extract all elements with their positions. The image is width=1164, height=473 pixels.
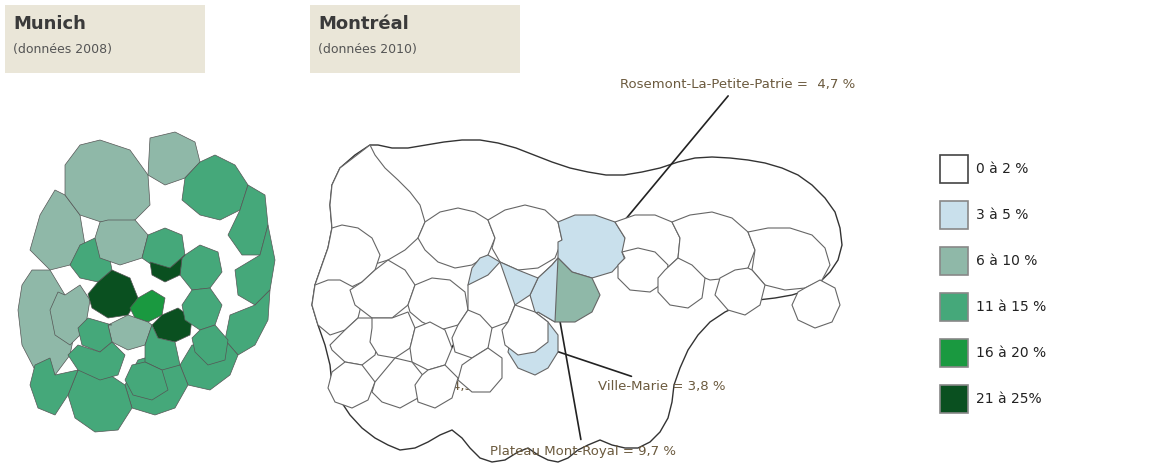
Polygon shape: [792, 280, 840, 328]
Polygon shape: [95, 220, 148, 265]
Polygon shape: [228, 185, 268, 255]
Polygon shape: [17, 270, 74, 375]
Polygon shape: [618, 248, 668, 292]
Text: Plateau Mont-Royal = 9,7 %: Plateau Mont-Royal = 9,7 %: [490, 313, 676, 458]
Polygon shape: [182, 155, 248, 220]
Polygon shape: [672, 212, 755, 280]
Text: Munich: Munich: [13, 15, 86, 33]
Text: 16 à 20 %: 16 à 20 %: [975, 346, 1046, 360]
Polygon shape: [558, 215, 625, 278]
Text: 6 à 10 %: 6 à 10 %: [975, 254, 1037, 268]
Polygon shape: [125, 355, 189, 415]
Text: 3 à 5 %: 3 à 5 %: [975, 208, 1028, 222]
Text: Outremont = 4,3 %: Outremont = 4,3 %: [360, 294, 490, 393]
Polygon shape: [315, 225, 379, 295]
Polygon shape: [468, 255, 538, 308]
Polygon shape: [312, 280, 362, 335]
Text: Montréal: Montréal: [318, 15, 409, 33]
Polygon shape: [508, 258, 558, 375]
Text: 0 à 2 %: 0 à 2 %: [975, 162, 1028, 176]
Polygon shape: [615, 215, 680, 275]
Polygon shape: [130, 290, 165, 322]
Text: 21 à 25%: 21 à 25%: [975, 392, 1042, 406]
Bar: [310, 5, 520, 73]
Polygon shape: [372, 358, 425, 408]
Polygon shape: [68, 365, 132, 432]
Polygon shape: [50, 285, 90, 345]
Text: Ville-Marie = 3,8 %: Ville-Marie = 3,8 %: [540, 346, 725, 393]
Bar: [941, 293, 968, 321]
Bar: [5, 5, 205, 73]
Polygon shape: [148, 132, 200, 185]
Polygon shape: [180, 245, 222, 290]
Bar: [941, 155, 968, 183]
Polygon shape: [88, 270, 139, 318]
Text: (données 2008): (données 2008): [13, 43, 112, 56]
Polygon shape: [146, 325, 180, 370]
Polygon shape: [150, 255, 185, 282]
Polygon shape: [65, 140, 150, 225]
Polygon shape: [235, 225, 275, 305]
Polygon shape: [715, 268, 765, 315]
Polygon shape: [410, 322, 452, 370]
Polygon shape: [418, 208, 495, 268]
Polygon shape: [468, 262, 514, 328]
Text: 11 à 15 %: 11 à 15 %: [975, 300, 1046, 314]
Polygon shape: [225, 290, 270, 355]
Polygon shape: [78, 318, 112, 352]
Polygon shape: [192, 325, 228, 365]
Polygon shape: [142, 228, 185, 268]
Polygon shape: [502, 305, 548, 355]
Polygon shape: [457, 348, 502, 392]
Text: (données 2010): (données 2010): [318, 43, 417, 56]
Polygon shape: [182, 288, 222, 330]
Polygon shape: [409, 278, 468, 330]
Polygon shape: [370, 312, 416, 358]
Polygon shape: [350, 260, 416, 318]
Polygon shape: [416, 365, 457, 408]
Polygon shape: [452, 310, 492, 358]
Polygon shape: [488, 205, 562, 270]
Bar: [941, 201, 968, 229]
Polygon shape: [70, 238, 112, 282]
Polygon shape: [180, 340, 237, 390]
Polygon shape: [125, 362, 168, 400]
Polygon shape: [152, 308, 192, 342]
Polygon shape: [30, 190, 85, 270]
Polygon shape: [328, 362, 375, 408]
Polygon shape: [748, 228, 830, 290]
Polygon shape: [30, 358, 78, 415]
Polygon shape: [331, 145, 425, 265]
Text: Rosemont-La-Petite-Patrie =   4,7 %: Rosemont-La-Petite-Patrie = 4,7 %: [602, 78, 856, 248]
Polygon shape: [312, 140, 842, 462]
Polygon shape: [331, 318, 379, 365]
Polygon shape: [68, 342, 125, 380]
Polygon shape: [108, 315, 152, 350]
Polygon shape: [530, 258, 599, 322]
Bar: [941, 339, 968, 367]
Bar: [941, 385, 968, 413]
Polygon shape: [658, 258, 705, 308]
Bar: [941, 247, 968, 275]
